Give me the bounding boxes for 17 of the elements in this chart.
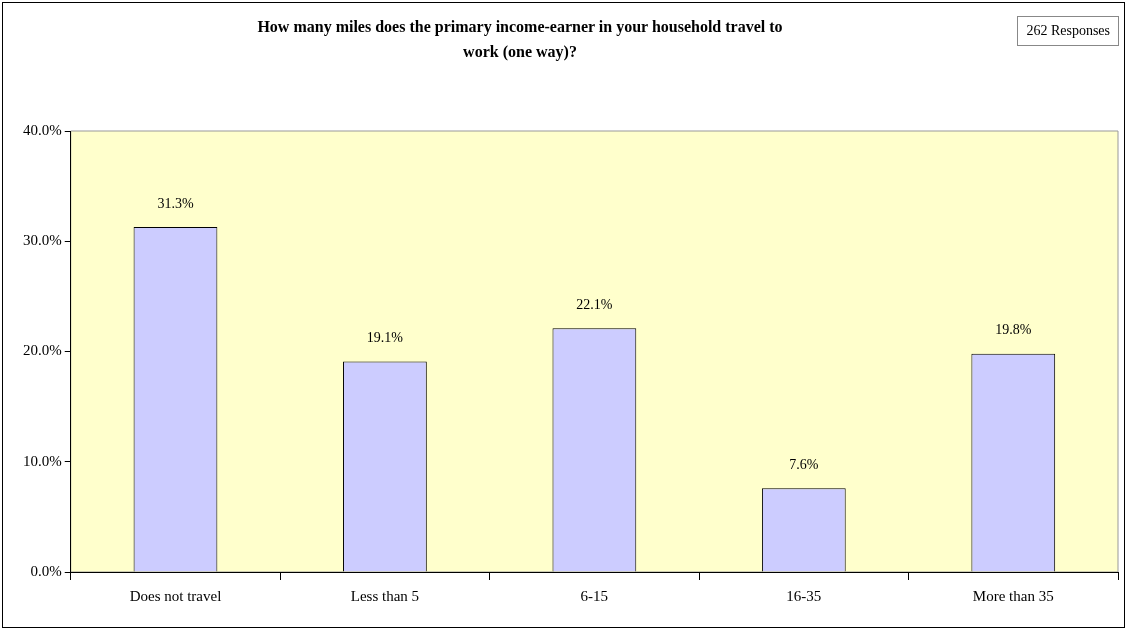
chart-title: How many miles does the primary income-earner in your household travel to work (one way)? [256,17,784,63]
data-label: 22.1% [576,297,613,313]
y-tick-label: 10.0% [23,452,62,469]
y-tick-label: 0.0% [30,562,62,579]
data-label: 19.8% [995,322,1032,338]
data-label: 31.3% [157,195,194,211]
text: 262 Responses [1017,16,1119,46]
data-label: 19.1% [366,330,404,346]
x-tick-label: Does not travel [129,587,222,604]
y-tick-label: 30.0% [23,232,62,249]
y-tick-label: 20.0% [23,342,62,359]
x-tick-label: 6-15 [580,587,609,604]
x-tick-label: More than 35 [972,587,1054,604]
x-tick-label: 16-35 [786,587,822,604]
data-label: 7.6% [789,456,819,472]
x-tick-label: Less than 5 [350,587,420,604]
y-tick-label: 40.0% [23,121,62,138]
